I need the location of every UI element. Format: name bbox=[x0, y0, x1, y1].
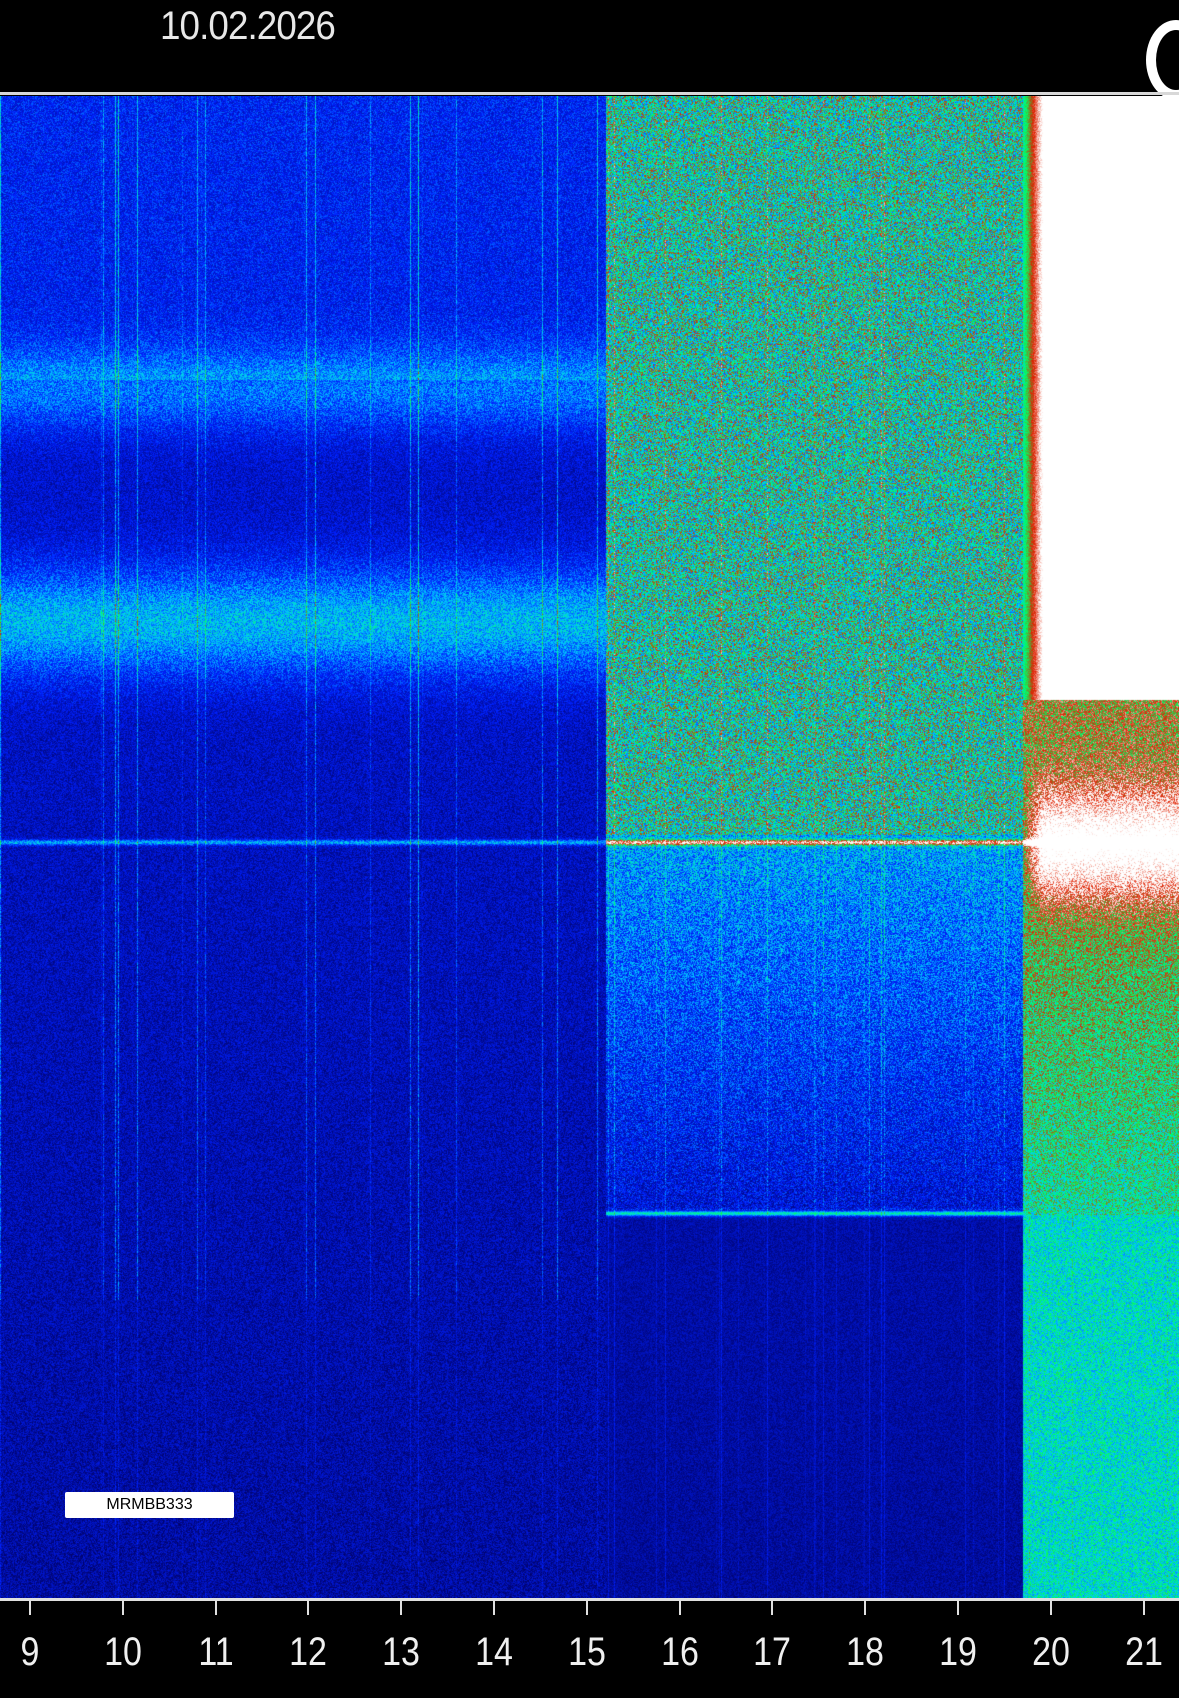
x-tick-label: 12 bbox=[289, 1630, 328, 1674]
x-tick bbox=[307, 1601, 310, 1615]
x-tick bbox=[493, 1601, 495, 1615]
x-tick-label: 15 bbox=[567, 1630, 606, 1674]
x-tick bbox=[678, 1601, 681, 1615]
logo-icon bbox=[1146, 20, 1179, 100]
x-tick bbox=[1049, 1601, 1052, 1615]
chart-title-date: 10.02.2026 bbox=[160, 4, 336, 48]
x-tick bbox=[121, 1601, 124, 1615]
x-tick-label: 13 bbox=[382, 1630, 421, 1674]
x-tick-label: 20 bbox=[1031, 1630, 1070, 1674]
x-tick-label: 9 bbox=[20, 1630, 40, 1674]
x-tick-label: 14 bbox=[475, 1630, 513, 1674]
x-tick bbox=[400, 1601, 403, 1615]
x-tick bbox=[585, 1601, 588, 1615]
x-tick bbox=[864, 1601, 867, 1615]
x-tick-label: 18 bbox=[846, 1630, 885, 1674]
x-tick-label: 19 bbox=[939, 1630, 977, 1674]
x-tick-label: 10 bbox=[103, 1630, 142, 1674]
x-tick bbox=[1142, 1601, 1145, 1615]
top-border bbox=[0, 92, 1179, 95]
station-label: MRMBB333 bbox=[65, 1492, 234, 1518]
x-tick bbox=[957, 1601, 959, 1615]
x-tick-label: 16 bbox=[660, 1630, 699, 1674]
x-tick bbox=[771, 1601, 774, 1615]
x-tick-label: 21 bbox=[1124, 1630, 1163, 1674]
spectrogram-heatmap bbox=[0, 96, 1179, 1598]
x-tick bbox=[214, 1601, 217, 1615]
x-tick-label: 17 bbox=[753, 1630, 792, 1674]
x-tick-label: 11 bbox=[197, 1630, 234, 1674]
x-tick bbox=[29, 1601, 31, 1615]
x-axis-line bbox=[0, 1598, 1179, 1601]
